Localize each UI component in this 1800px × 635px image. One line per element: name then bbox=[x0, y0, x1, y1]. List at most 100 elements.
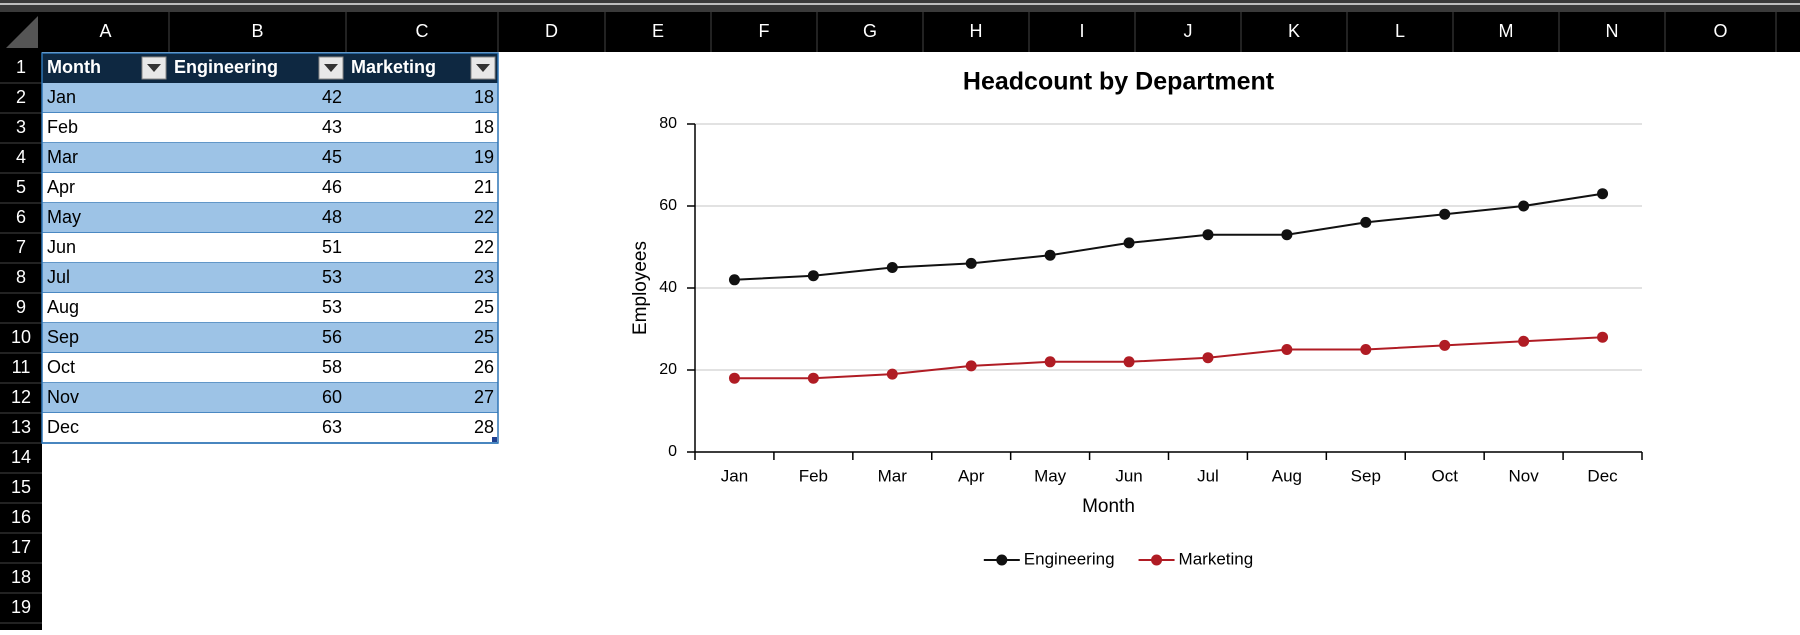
table-header-cell[interactable]: Engineering bbox=[174, 57, 278, 77]
table-cell[interactable]: 43 bbox=[322, 117, 342, 137]
filter-arrow bbox=[324, 64, 338, 72]
select-all[interactable] bbox=[6, 16, 38, 48]
table-cell[interactable]: Feb bbox=[47, 117, 78, 137]
table-cell[interactable]: 18 bbox=[474, 117, 494, 137]
table-cell[interactable]: 22 bbox=[474, 207, 494, 227]
column-header[interactable]: G bbox=[863, 21, 877, 41]
data-point bbox=[1281, 229, 1293, 241]
data-point bbox=[886, 368, 898, 380]
table-row bbox=[42, 293, 498, 323]
table-cell[interactable]: 21 bbox=[474, 177, 494, 197]
column-header[interactable]: H bbox=[970, 21, 983, 41]
table-cell[interactable]: 42 bbox=[322, 87, 342, 107]
column-header[interactable]: N bbox=[1606, 21, 1619, 41]
table-cell[interactable]: 46 bbox=[322, 177, 342, 197]
row-header[interactable]: 13 bbox=[11, 417, 31, 437]
data-point bbox=[1123, 356, 1135, 368]
row-header[interactable]: 9 bbox=[16, 297, 26, 317]
row-header[interactable]: 18 bbox=[11, 567, 31, 587]
table-cell[interactable]: Jul bbox=[47, 267, 70, 287]
x-tick-label: Apr bbox=[958, 466, 985, 485]
table-cell[interactable]: 45 bbox=[322, 147, 342, 167]
table-cell[interactable]: 23 bbox=[474, 267, 494, 287]
table-cell[interactable]: Mar bbox=[47, 147, 78, 167]
column-header[interactable]: L bbox=[1395, 21, 1405, 41]
table-cell[interactable]: Apr bbox=[47, 177, 75, 197]
table-row bbox=[42, 383, 498, 413]
row-header[interactable]: 3 bbox=[16, 117, 26, 137]
table-row bbox=[42, 323, 498, 353]
table-cell[interactable]: Jun bbox=[47, 237, 76, 257]
data-point bbox=[1044, 356, 1056, 368]
table-cell[interactable]: 56 bbox=[322, 327, 342, 347]
row-header[interactable]: 1 bbox=[16, 57, 26, 77]
row-header[interactable]: 4 bbox=[16, 147, 26, 167]
row-header[interactable]: 10 bbox=[11, 327, 31, 347]
resize-handle[interactable] bbox=[492, 437, 497, 442]
column-header[interactable]: F bbox=[759, 21, 770, 41]
table-cell[interactable]: 25 bbox=[474, 297, 494, 317]
row-header[interactable]: 2 bbox=[16, 87, 26, 107]
column-header[interactable]: J bbox=[1184, 21, 1193, 41]
table-cell[interactable]: Sep bbox=[47, 327, 79, 347]
row-header[interactable]: 16 bbox=[11, 507, 31, 527]
data-point bbox=[1597, 331, 1609, 343]
row-header[interactable]: 17 bbox=[11, 537, 31, 557]
x-tick-label: Sep bbox=[1351, 466, 1381, 485]
table-row bbox=[42, 113, 498, 143]
table-cell[interactable]: 25 bbox=[474, 327, 494, 347]
table-cell[interactable]: 26 bbox=[474, 357, 494, 377]
column-header[interactable]: I bbox=[1079, 21, 1084, 41]
table-cell[interactable]: Oct bbox=[47, 357, 75, 377]
column-header[interactable]: B bbox=[251, 21, 263, 41]
data-point bbox=[1360, 344, 1372, 355]
row-header[interactable]: 7 bbox=[16, 237, 26, 257]
table-header-cell[interactable]: Month bbox=[47, 57, 101, 77]
column-header[interactable]: M bbox=[1499, 21, 1514, 41]
table-cell[interactable]: 27 bbox=[474, 387, 494, 407]
column-header[interactable]: C bbox=[416, 21, 429, 41]
data-point bbox=[1044, 249, 1056, 261]
table-header-cell[interactable]: Marketing bbox=[351, 57, 436, 77]
column-header[interactable]: D bbox=[545, 21, 558, 41]
table-cell[interactable]: 60 bbox=[322, 387, 342, 407]
y-tick-label: 20 bbox=[659, 361, 677, 378]
data-point bbox=[728, 274, 740, 286]
x-tick-label: Aug bbox=[1272, 466, 1302, 485]
column-header[interactable]: K bbox=[1288, 21, 1300, 41]
row-header[interactable]: 19 bbox=[11, 597, 31, 617]
x-tick-label: Feb bbox=[799, 466, 828, 485]
table-cell[interactable]: 51 bbox=[322, 237, 342, 257]
table-cell[interactable]: 53 bbox=[322, 297, 342, 317]
row-header[interactable]: 6 bbox=[16, 207, 26, 227]
column-header[interactable]: A bbox=[99, 21, 111, 41]
data-point bbox=[807, 270, 819, 282]
row-header[interactable]: 8 bbox=[16, 267, 26, 287]
row-header[interactable]: 11 bbox=[12, 357, 31, 377]
row-header[interactable]: 5 bbox=[16, 177, 26, 197]
data-point bbox=[1518, 200, 1530, 212]
table-cell[interactable]: 28 bbox=[474, 417, 494, 437]
table-cell[interactable]: 22 bbox=[474, 237, 494, 257]
table-cell[interactable]: Nov bbox=[47, 387, 79, 407]
table-cell[interactable]: 19 bbox=[474, 147, 494, 167]
table-cell[interactable]: 63 bbox=[322, 417, 342, 437]
table-cell[interactable]: Dec bbox=[47, 417, 79, 437]
table-cell[interactable]: 48 bbox=[322, 207, 342, 227]
table-cell[interactable]: 53 bbox=[322, 267, 342, 287]
table-cell[interactable]: Jan bbox=[47, 87, 76, 107]
row-header[interactable]: 14 bbox=[11, 447, 31, 467]
column-header-bar bbox=[0, 12, 1800, 52]
column-header[interactable]: E bbox=[652, 21, 664, 41]
row-header[interactable]: 12 bbox=[11, 387, 31, 407]
table-cell[interactable]: Aug bbox=[47, 297, 79, 317]
table-cell[interactable]: 58 bbox=[322, 357, 342, 377]
column-header[interactable]: O bbox=[1713, 21, 1727, 41]
table-cell[interactable]: 18 bbox=[474, 87, 494, 107]
table-cell[interactable]: May bbox=[47, 207, 81, 227]
table-row bbox=[42, 203, 498, 233]
row-header[interactable]: 15 bbox=[11, 477, 31, 497]
legend-label[interactable]: Marketing bbox=[1179, 549, 1254, 568]
legend-label[interactable]: Engineering bbox=[1024, 549, 1115, 568]
